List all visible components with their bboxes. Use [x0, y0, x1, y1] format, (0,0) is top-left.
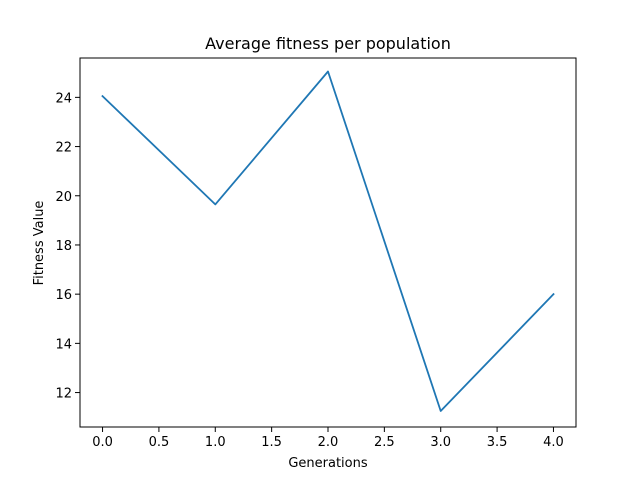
y-axis-ticks: 12 14 16 18 20 22 24: [55, 91, 80, 402]
plot-area-frame: [79, 57, 577, 428]
x-tick-label: 2.0: [318, 435, 339, 450]
x-tick-label: 3.0: [430, 435, 451, 450]
y-tick-label: 12: [55, 387, 72, 402]
y-tick-label: 14: [55, 337, 72, 352]
y-tick-label: 20: [55, 190, 72, 205]
y-tick-label: 22: [55, 141, 72, 156]
x-axis-ticks: 0.0 0.5 1.0 1.5 2.0 2.5 3.0 3.5 4.0: [92, 427, 564, 450]
series-group: [101, 70, 555, 412]
x-tick-label: 3.5: [487, 435, 508, 450]
x-tick-label: 0.5: [149, 435, 170, 450]
y-tick-label: 16: [55, 288, 72, 303]
x-tick-label: 0.0: [92, 435, 113, 450]
y-axis-label: Fitness Value: [32, 201, 47, 286]
chart-title: Average fitness per population: [205, 34, 451, 53]
y-tick-label: 24: [55, 91, 72, 106]
x-tick-label: 4.0: [543, 435, 564, 450]
x-tick-label: 1.5: [261, 435, 282, 450]
x-axis-label: Generations: [288, 456, 368, 471]
x-tick-label: 1.0: [205, 435, 226, 450]
y-tick-label: 18: [55, 239, 72, 254]
series-line: [101, 70, 555, 412]
x-tick-label: 2.5: [374, 435, 395, 450]
